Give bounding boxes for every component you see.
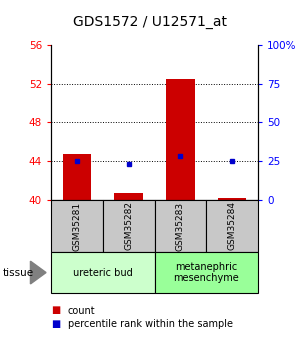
Text: GSM35284: GSM35284 [228,201,237,250]
Bar [114,193,143,200]
Text: tissue: tissue [3,268,34,277]
Bar [51,252,154,293]
Text: percentile rank within the sample: percentile rank within the sample [68,319,232,329]
Text: GSM35281: GSM35281 [72,201,81,250]
Text: ■: ■ [51,306,60,315]
Text: ■: ■ [51,319,60,329]
Bar [206,200,258,252]
Text: metanephric
mesenchyme: metanephric mesenchyme [173,262,239,283]
Text: GSM35282: GSM35282 [124,201,133,250]
Text: count: count [68,306,95,315]
Bar [63,154,91,200]
Text: ureteric bud: ureteric bud [73,268,133,277]
Bar [154,200,206,252]
Bar [218,198,246,200]
Text: GSM35283: GSM35283 [176,201,185,250]
Bar [51,200,103,252]
Bar [103,200,154,252]
Bar [154,252,258,293]
Polygon shape [31,261,46,284]
Text: GDS1572 / U12571_at: GDS1572 / U12571_at [73,16,227,29]
Bar [166,79,195,200]
